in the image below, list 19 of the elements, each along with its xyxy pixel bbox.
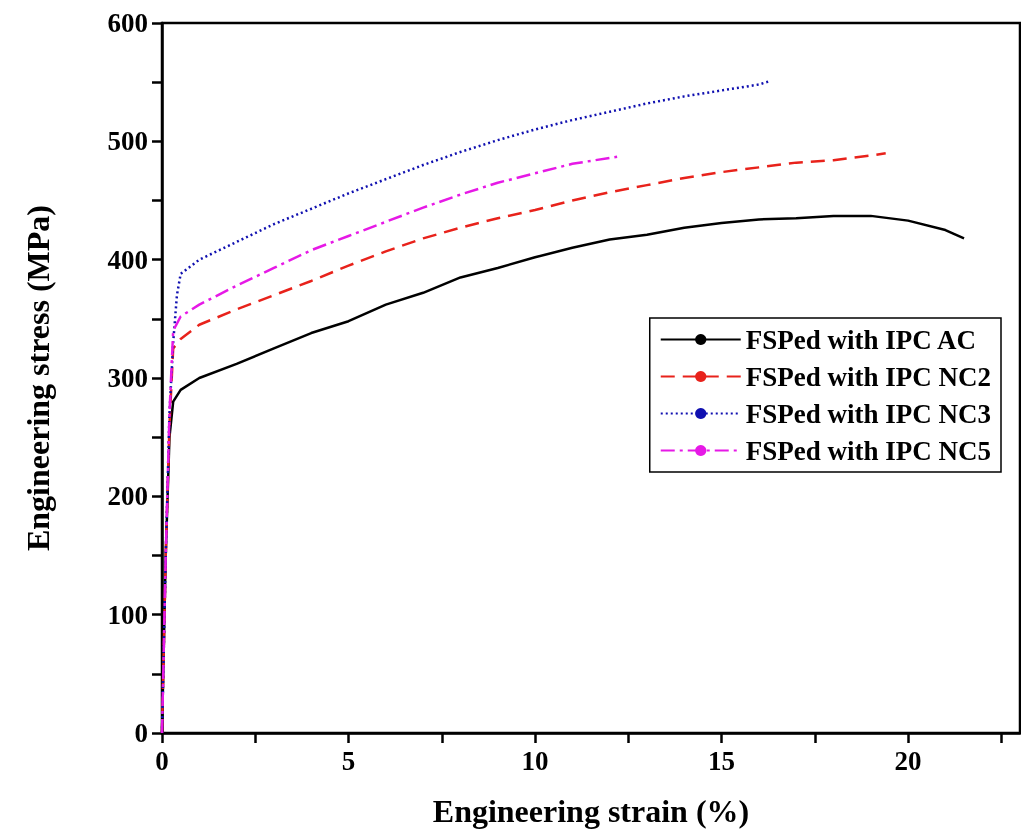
- x-tick-label: 10: [521, 745, 549, 776]
- x-axis-title: Engineering strain (%): [432, 793, 750, 829]
- y-tick-label: 500: [107, 126, 148, 157]
- legend-label: FSPed with IPC NC3: [745, 398, 992, 429]
- x-tick-label: 20: [894, 745, 922, 776]
- x-tick-label: 15: [708, 745, 736, 776]
- y-tick-label: 400: [107, 244, 148, 275]
- y-tick-label: 200: [107, 481, 148, 512]
- y-tick-label: 600: [107, 8, 148, 38]
- legend-label: FSPed with IPC AC: [745, 324, 977, 355]
- y-tick-label: 0: [134, 718, 148, 748]
- line-series: [160, 155, 619, 735]
- x-tick-label: 0: [155, 745, 169, 776]
- legend-label: FSPed with IPC NC5: [745, 435, 992, 466]
- y-tick-label: 300: [107, 363, 148, 393]
- y-axis-title: Engineering stress (MPa): [20, 204, 56, 552]
- y-tick-label: 100: [107, 599, 148, 630]
- legend-label: FSPed with IPC NC2: [745, 361, 992, 392]
- x-tick-label: 5: [341, 745, 356, 776]
